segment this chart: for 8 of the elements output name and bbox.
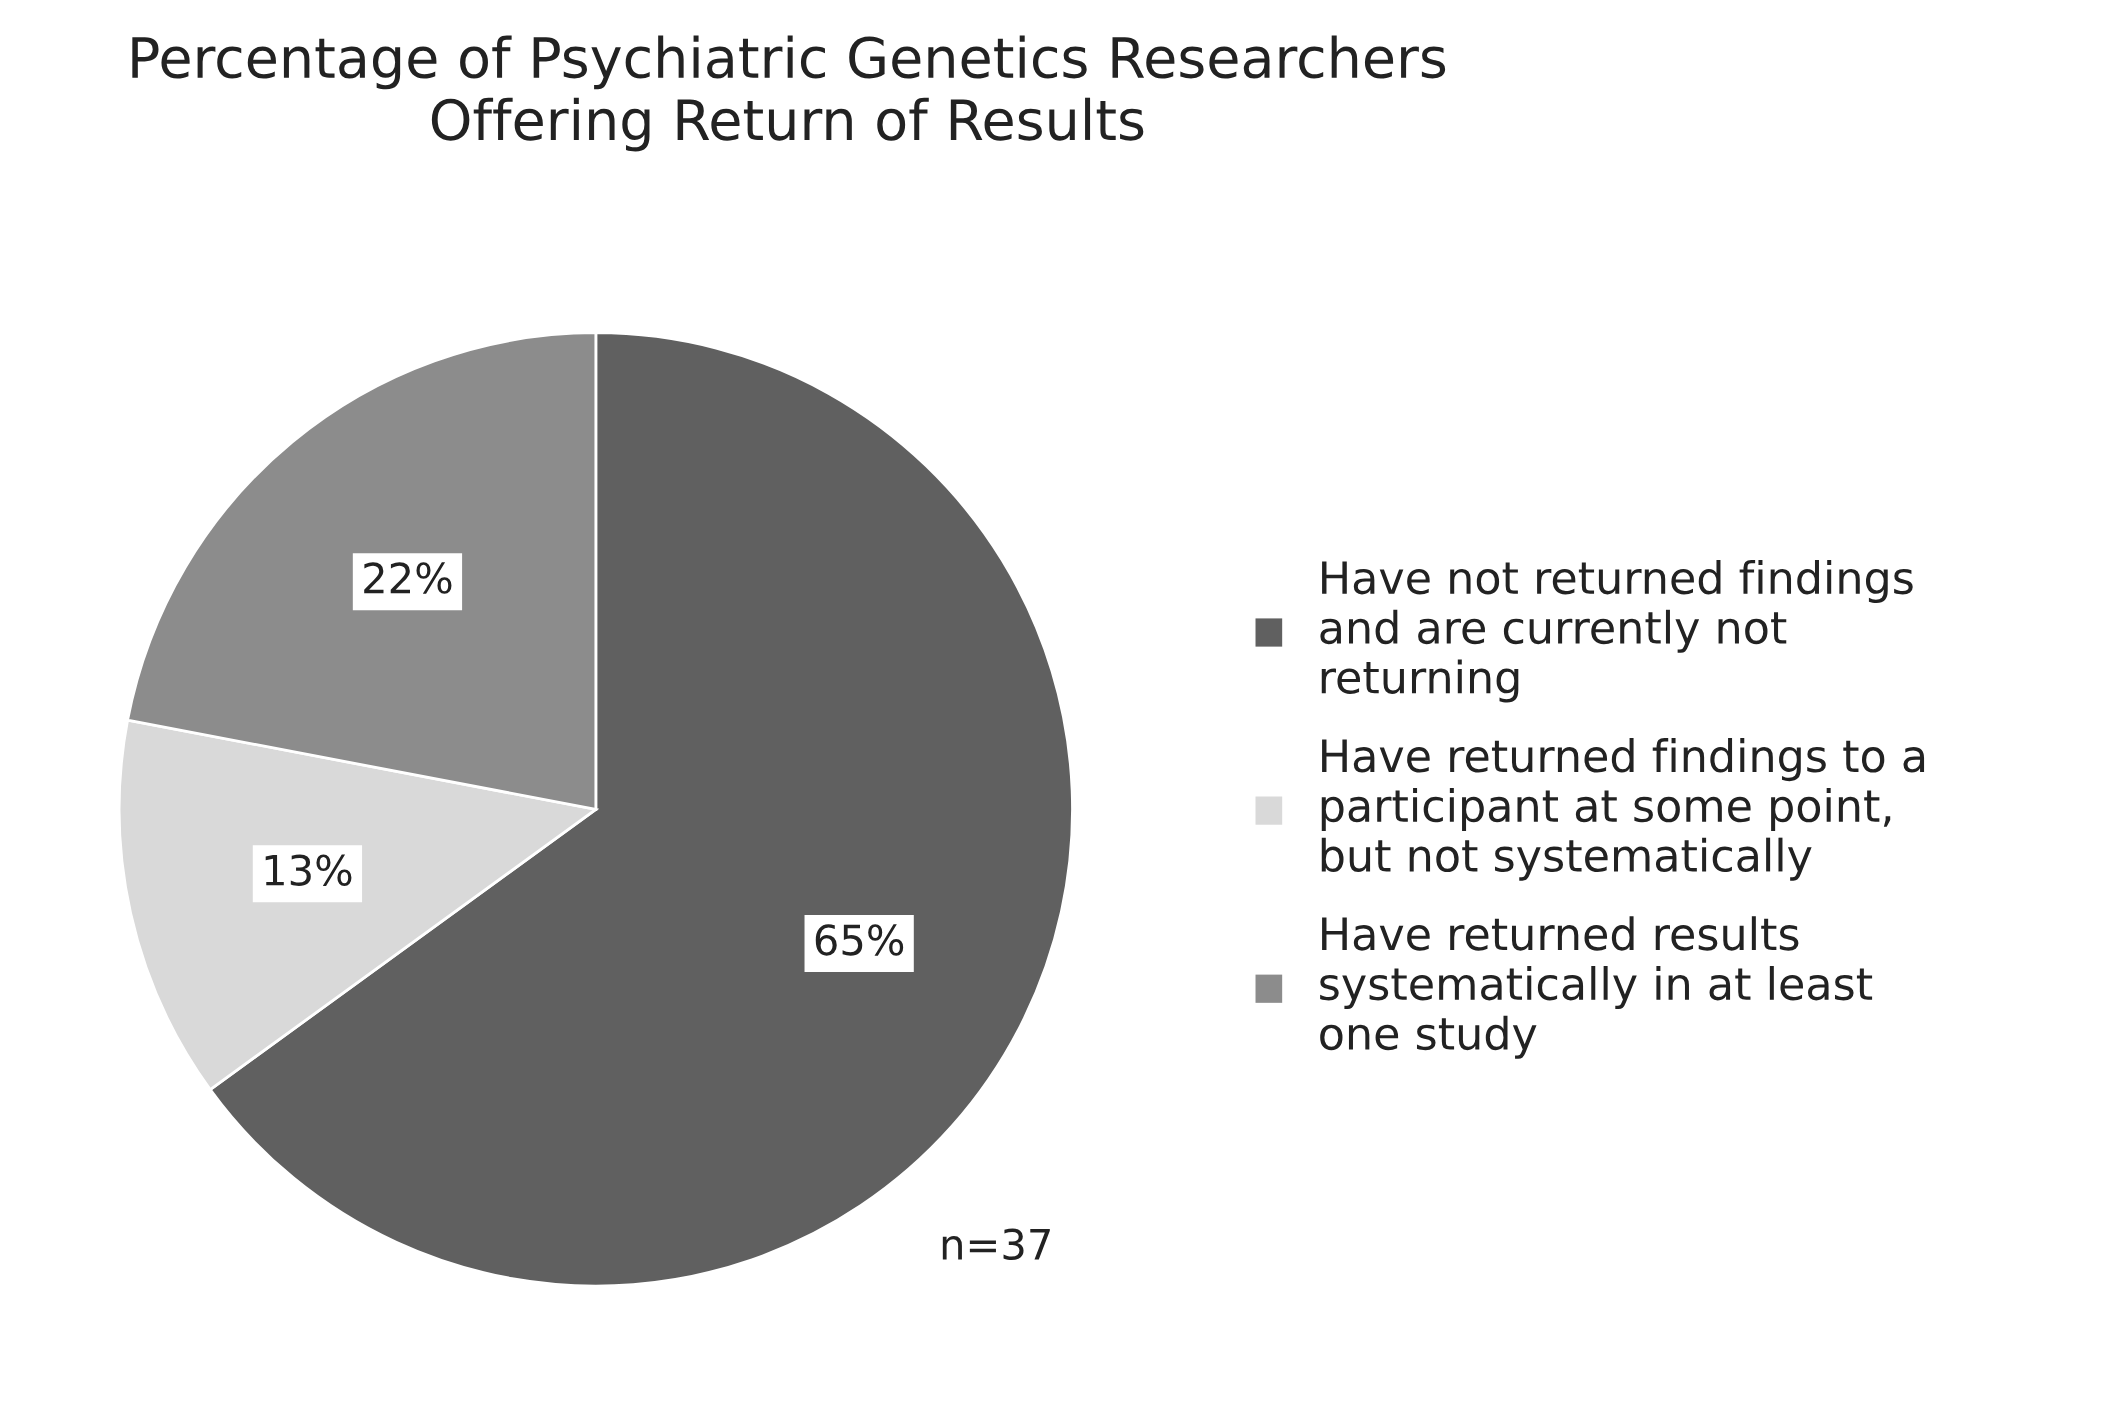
data-label: 65% (815, 924, 904, 956)
legend-label: Have returned findings to a participant at some point, but not systematically (1321, 738, 1925, 881)
text: n=37 (942, 1228, 1050, 1261)
legend-label: Have returned results systematically in at least one study (1320, 916, 1873, 1059)
legend-label: Have not returned findings and are currently not returning (1320, 560, 1913, 703)
data-label: 13% (265, 854, 352, 886)
chart-title: Percentage of Psychiatric Genetics Researchers Offering Return of Results (132, 35, 1446, 152)
data-label: 22% (364, 562, 452, 594)
